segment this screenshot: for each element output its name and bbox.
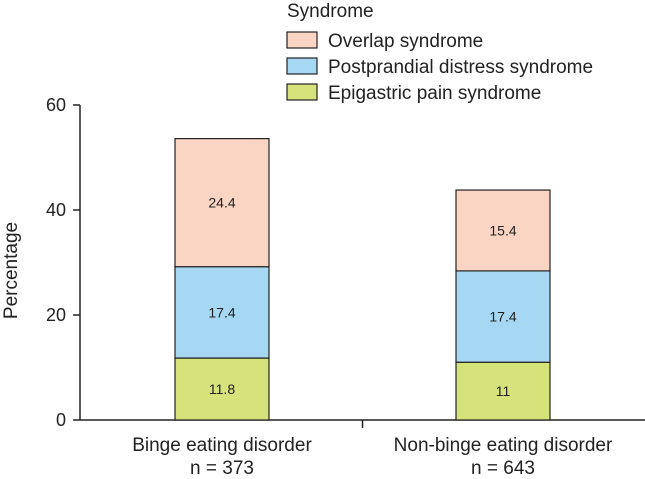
- legend-label-postprandial-distress-syndrome: Postprandial distress syndrome: [328, 57, 593, 78]
- bar-segment-postprandial-distress-syndrome: [455, 270, 551, 363]
- data-label-epigastric-pain-syndrome: 11: [496, 383, 511, 399]
- data-label-overlap-syndrome: 15.4: [489, 222, 516, 238]
- bar-segment-overlap-syndrome: [174, 138, 270, 268]
- data-label-postprandial-distress-syndrome: 17.4: [489, 309, 516, 325]
- bar-segment-epigastric-pain-syndrome: [455, 361, 551, 421]
- bar-segment-overlap-syndrome: [455, 189, 551, 272]
- data-label-overlap-syndrome: 24.4: [208, 195, 235, 211]
- bar-stack-binge-eating-disorder: 11.8 17.4 24.4: [174, 138, 270, 421]
- x-category-label: Binge eating disorder: [132, 435, 312, 456]
- legend-swatch-epigastric-pain-syndrome: [286, 83, 318, 101]
- legend: Syndrome Overlap syndrome Postprandial dis…: [286, 1, 593, 104]
- bar-stack-non-binge-eating-disorder: 11 17.4 15.4: [455, 189, 551, 421]
- y-tick-label: 0: [56, 410, 66, 430]
- data-label-epigastric-pain-syndrome: 11.8: [209, 381, 235, 397]
- x-category-label: Non-binge eating disorder: [394, 435, 613, 456]
- y-tick-label: 60: [46, 95, 66, 115]
- y-axis-label: Percentage: [1, 222, 22, 319]
- x-category-sublabel: n = 373: [190, 458, 254, 479]
- y-tick-label: 40: [46, 200, 66, 220]
- legend-swatch-postprandial-distress-syndrome: [286, 57, 318, 75]
- x-category-sublabel: n = 643: [471, 458, 535, 479]
- legend-title: Syndrome: [287, 1, 374, 22]
- y-tick-label: 20: [46, 305, 66, 325]
- legend-label-epigastric-pain-syndrome: Epigastric pain syndrome: [328, 83, 541, 104]
- legend-label-overlap-syndrome: Overlap syndrome: [328, 31, 483, 52]
- data-label-postprandial-distress-syndrome: 17.4: [208, 304, 235, 320]
- bars: 11.8 17.4 24.4 11 17.4 15.4: [174, 138, 551, 421]
- legend-swatch-overlap-syndrome: [286, 31, 318, 49]
